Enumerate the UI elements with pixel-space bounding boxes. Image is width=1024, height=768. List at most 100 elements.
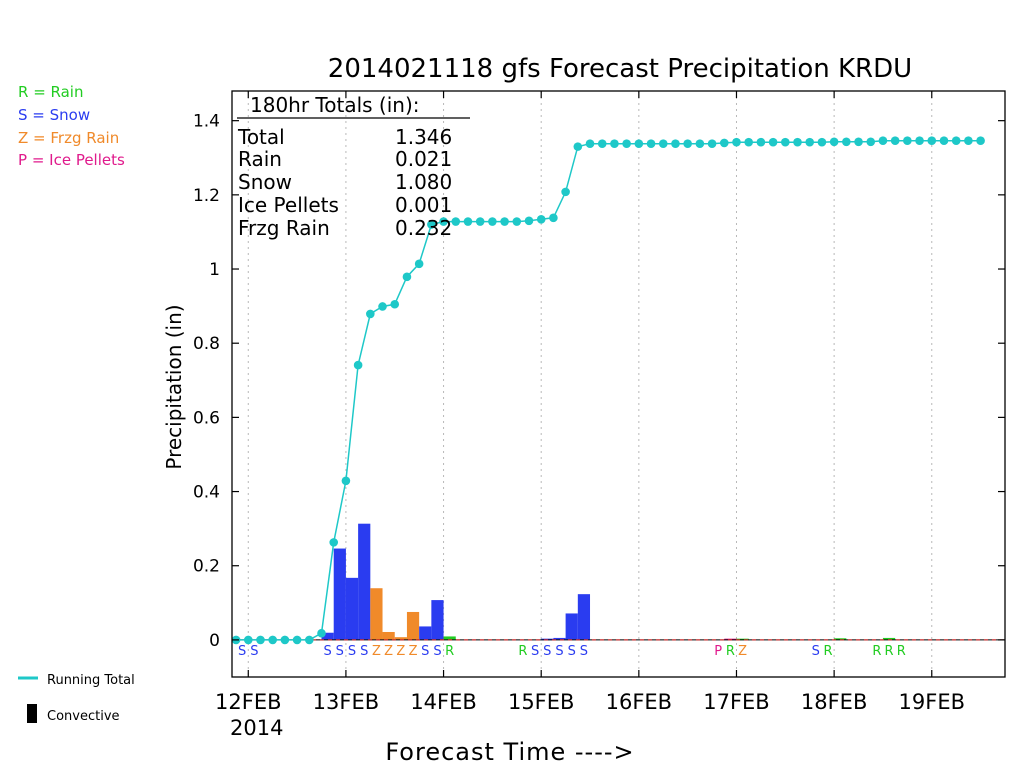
running-total-point-37 [683,139,692,148]
running-total-point-13 [390,299,400,309]
precip-type-marker-15: S [543,644,551,659]
running-total-point-24 [524,216,534,226]
running-total-point-45 [781,137,790,147]
running-total-point-15 [414,259,424,269]
chart-title: 2014021118 gfs Forecast Precipitation KR… [328,54,912,84]
x-tick-label-0: 12FEB [215,690,281,714]
precip-type-marker-6: Z [372,644,381,659]
running-total-point-7 [317,628,326,638]
running-total-point-25 [536,215,546,224]
running-total-point-33 [634,139,644,148]
totals-header: 180hr Totals (in): [250,93,420,117]
running-total-point-48 [817,137,827,147]
running-total-point-29 [585,139,595,148]
running-total-point-18 [451,217,461,226]
running-total-point-5 [292,635,302,645]
axes: 0 0.2 0.4 0.6 0.8 1 1.2 1.4 12FEB 13FEB 14FEB 15FEB… [193,90,1006,714]
totals-total-value: 1.346 [395,125,452,149]
precip-bar-7 [406,611,420,640]
precip-type-marker-8: Z [396,644,405,659]
totals-box: 180hr Totals (in): Total 1.346 Rain 0.02… [237,93,470,240]
running-total-point-4 [280,635,290,645]
totals-ice-pellets-name: Ice Pellets [238,193,339,217]
precip-type-marker-7: Z [384,644,393,659]
running-total-point-38 [695,139,705,148]
running-total-point-31 [610,139,619,148]
totals-rain-name: Rain [238,147,282,171]
precip-bar-12 [553,637,566,640]
totals-ice-pellets-value: 0.001 [395,193,452,217]
running-total-point-51 [854,137,863,147]
y-tick-label-1: 0.2 [193,557,220,577]
x-tick-label-3: 15FEB [508,690,574,714]
totals-rain-value: 0.021 [395,147,452,171]
y-tick-label-2: 0.4 [193,483,220,503]
running-total-point-50 [842,137,851,147]
x-tick-label-4: 16FEB [606,690,672,714]
running-total-point-21 [488,217,497,226]
totals-frzg-rain-value: 0.232 [395,216,452,240]
y-tick-label-6: 1.2 [193,186,220,206]
precip-type-marker-0: S [238,644,246,659]
running-total-series [231,136,985,645]
running-total-point-47 [805,137,815,147]
precip-type-marker-19: P [714,644,722,659]
totals-frzg-rain-name: Frzg Rain [238,216,330,240]
x-tick-label-1: 13FEB [313,690,379,714]
running-total-point-9 [341,476,351,486]
precip-type-marker-12: R [445,644,454,659]
grid-lines [247,91,933,677]
running-total-point-41 [732,137,741,147]
running-total-point-12 [378,302,387,311]
precip-type-marker-26: R [897,644,906,659]
running-total-point-26 [549,213,558,223]
precip-bar-2 [345,577,359,640]
running-total-point-61 [976,136,985,145]
running-total-point-11 [366,309,375,319]
precip-type-marker-3: S [336,644,344,659]
running-total-point-8 [329,538,339,547]
running-total-point-10 [353,360,363,370]
running-total-point-39 [707,139,717,148]
precip-type-marker-17: S [568,644,576,659]
y-tick-label-4: 0.8 [193,334,220,354]
totals-snow-name: Snow [238,170,292,194]
running-total-point-36 [671,139,680,148]
precip-type-marker-16: S [555,644,563,659]
running-total-point-30 [597,139,607,148]
precip-bar-0 [321,632,334,640]
precip-type-marker-18: S [580,644,588,659]
precip-bar-17 [834,638,847,640]
running-total-point-19 [463,217,473,226]
x-axis-label: Forecast Time ----> [385,738,634,766]
running-total-point-54 [890,136,900,145]
running-total-point-17 [439,217,448,226]
bars [321,523,896,641]
running-total-point-2 [256,635,265,645]
precip-type-marker-23: R [824,644,833,659]
running-total-point-60 [964,136,973,145]
precip-bar-5 [382,631,395,640]
legend-running-total-label: Running Total [47,673,135,688]
legend-convective-label: Convective [47,709,120,724]
x-axis-year-label: 2014 [230,716,283,740]
running-total-point-28 [573,142,583,151]
precip-type-marker-22: S [812,644,820,659]
precip-bar-4 [370,588,383,640]
totals-snow-value: 1.080 [395,170,452,194]
precip-bar-14 [577,594,591,640]
precip-type-marker-25: R [885,644,894,659]
running-total-point-3 [268,635,277,645]
running-total-point-49 [829,137,839,147]
precip-type-marker-10: S [421,644,429,659]
legend-frzg-rain-label: Z = Frzg Rain [18,129,119,147]
y-tick-label-3: 0.6 [193,408,220,428]
precip-type-marker-5: S [360,644,368,659]
running-total-point-34 [646,139,656,148]
running-total-point-14 [402,272,412,282]
x-tick-label-6: 18FEB [801,690,867,714]
precip-bar-3 [358,523,371,640]
running-total-point-1 [243,635,253,645]
plot-frame [231,90,1006,678]
